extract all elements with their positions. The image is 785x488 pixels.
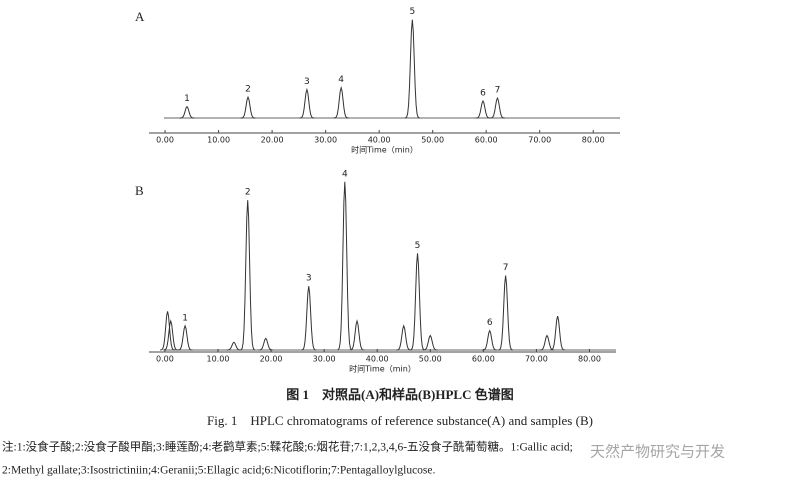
x-tick-label: 70.00 <box>528 136 551 145</box>
peak <box>177 324 193 351</box>
peak <box>333 85 349 119</box>
peak <box>539 334 555 351</box>
caption-title-cn: 图 1 对照品(A)和样品(B)HPLC 色谱图 <box>286 387 514 402</box>
x-tick-label: 10.00 <box>207 136 230 145</box>
x-axis-label: 时间Time（min） <box>349 364 416 374</box>
peak <box>163 319 179 351</box>
x-tick-label: 60.00 <box>475 136 498 145</box>
x-tick-label: 30.00 <box>313 355 336 364</box>
peak-label: 4 <box>338 75 344 85</box>
peak <box>301 286 317 351</box>
peak <box>489 96 505 119</box>
x-tick-label: 60.00 <box>472 355 495 364</box>
peak <box>422 334 438 351</box>
x-tick-label: 10.00 <box>207 355 230 364</box>
caption-note: 注:1:没食子酸;2:没食子酸甲酯;3:睡莲酚;4:老鹳草素;5:鞣花酸;6:烟… <box>2 440 573 454</box>
peak <box>258 337 274 351</box>
peak-label: 4 <box>342 169 348 179</box>
peak-label: 3 <box>306 274 312 284</box>
peak <box>299 87 315 119</box>
x-tick-label: 80.00 <box>582 136 605 145</box>
peak-label: 5 <box>415 241 421 251</box>
peak <box>396 324 412 351</box>
x-tick-label: 0.00 <box>156 355 174 364</box>
watermark: 天然产物研究与开发 <box>590 443 725 460</box>
x-tick-label: 0.00 <box>156 136 174 145</box>
x-tick-label: 50.00 <box>419 355 442 364</box>
peak <box>498 275 514 351</box>
peak-label: 7 <box>495 86 501 96</box>
x-tick-label: 30.00 <box>314 136 337 145</box>
panel-label: B <box>135 183 144 198</box>
peak <box>160 311 176 351</box>
peak-label: 3 <box>304 77 310 87</box>
peak-label: 6 <box>487 318 493 328</box>
peak-label: 1 <box>184 94 190 104</box>
peak <box>240 200 256 351</box>
peak-label: 2 <box>245 188 251 198</box>
peak <box>475 99 491 119</box>
peak <box>179 105 195 119</box>
peak <box>337 181 353 351</box>
peak-label: 7 <box>503 263 509 273</box>
x-tick-label: 80.00 <box>578 355 601 364</box>
x-tick-label: 20.00 <box>261 136 284 145</box>
peak <box>410 253 426 351</box>
peak <box>226 341 242 351</box>
peak <box>550 316 566 351</box>
x-tick-label: 70.00 <box>525 355 548 364</box>
x-tick-label: 40.00 <box>368 136 391 145</box>
peak-label: 1 <box>182 313 188 323</box>
peak-label: 5 <box>409 7 415 17</box>
x-tick-label: 50.00 <box>421 136 444 145</box>
peak-label: 6 <box>480 88 486 98</box>
x-tick-label: 40.00 <box>366 355 389 364</box>
x-axis-label: 时间Time（min） <box>351 145 418 155</box>
peak-label: 2 <box>245 85 251 95</box>
panel-label: A <box>135 9 145 24</box>
peak <box>240 95 256 119</box>
peak <box>482 329 498 351</box>
caption-note: 2:Methyl gallate;3:Isostrictiniin;4:Gera… <box>2 465 436 477</box>
peak <box>404 19 420 119</box>
x-tick-label: 20.00 <box>260 355 283 364</box>
peak <box>349 319 365 351</box>
caption-title-en: Fig. 1 HPLC chromatograms of reference s… <box>207 413 593 428</box>
